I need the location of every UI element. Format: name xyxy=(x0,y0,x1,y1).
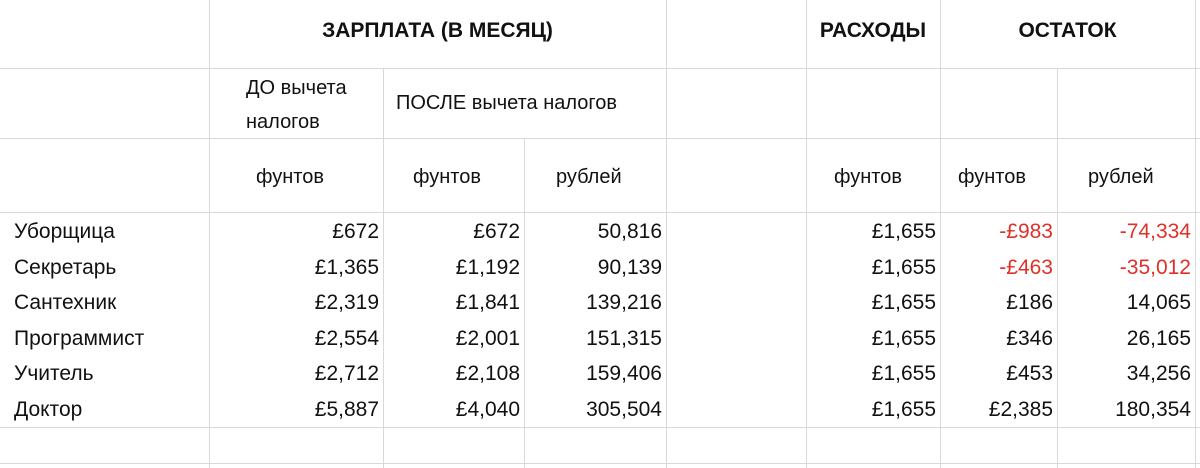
subheader-after-tax: ПОСЛЕ вычета налогов xyxy=(396,92,618,114)
unit-before-pounds: фунтов xyxy=(256,166,324,188)
cell-expenses-gbp: £1,655 xyxy=(871,291,936,315)
row-name: Сантехник xyxy=(14,291,117,315)
cell-expenses-gbp: £1,655 xyxy=(871,398,936,421)
row-name: Программист xyxy=(14,326,145,350)
grid-line xyxy=(1057,68,1058,468)
cell-after-tax-gbp: £2,108 xyxy=(455,362,520,386)
subheader-before-tax-line1: ДО вычета xyxy=(246,77,347,99)
grid-line xyxy=(0,463,1200,464)
cell-remainder-rub: 14,065 xyxy=(1126,291,1191,315)
cell-expenses-gbp: £1,655 xyxy=(871,326,936,350)
cell-remainder-gbp: £186 xyxy=(1006,291,1053,315)
cell-before-tax: £2,712 xyxy=(314,362,379,386)
grid-line xyxy=(1195,0,1196,468)
grid-line xyxy=(524,138,525,468)
grid-line xyxy=(666,0,667,468)
cell-expenses-gbp: £1,655 xyxy=(871,362,936,386)
grid-line xyxy=(0,68,1200,69)
cell-remainder-rub: -74,334 xyxy=(1119,220,1191,243)
grid-line xyxy=(209,0,210,468)
grid-line xyxy=(0,427,1200,428)
row-name: Уборщица xyxy=(14,220,115,243)
cell-after-tax-rub: 159,406 xyxy=(586,362,662,386)
row-name: Учитель xyxy=(14,362,94,386)
cell-remainder-rub: 180,354 xyxy=(1115,398,1191,421)
cell-after-tax-rub: 305,504 xyxy=(586,398,662,421)
header-remainder: ОСТАТОК xyxy=(1018,19,1117,42)
grid-line xyxy=(0,138,1200,139)
cell-remainder-gbp: £2,385 xyxy=(988,398,1053,421)
unit-after-rubles: рублей xyxy=(556,166,622,188)
grid-line xyxy=(0,212,1200,213)
cell-expenses-gbp: £1,655 xyxy=(871,255,936,279)
cell-remainder-gbp: £346 xyxy=(1006,326,1053,350)
cell-before-tax: £672 xyxy=(332,220,379,243)
cell-after-tax-gbp: £1,841 xyxy=(455,291,520,315)
subheader-before-tax-line2: налогов xyxy=(246,111,320,133)
cell-after-tax-rub: 50,816 xyxy=(597,220,662,243)
cell-before-tax: £5,887 xyxy=(314,398,379,421)
cell-after-tax-rub: 139,216 xyxy=(586,291,662,315)
unit-remainder-pounds: фунтов xyxy=(958,166,1026,188)
grid-line xyxy=(940,0,941,468)
cell-remainder-rub: 34,256 xyxy=(1126,362,1191,386)
cell-after-tax-rub: 90,139 xyxy=(597,255,662,279)
unit-remainder-rubles: рублей xyxy=(1088,166,1154,188)
row-name: Секретарь xyxy=(14,255,117,279)
row-name: Доктор xyxy=(14,398,83,421)
grid-line xyxy=(806,0,807,468)
unit-after-pounds: фунтов xyxy=(413,166,481,188)
cell-remainder-gbp: -£463 xyxy=(999,255,1053,279)
cell-after-tax-rub: 151,315 xyxy=(586,326,662,350)
header-salary: ЗАРПЛАТА (В МЕСЯЦ) xyxy=(322,19,553,42)
cell-before-tax: £2,554 xyxy=(314,326,379,350)
cell-remainder-rub: 26,165 xyxy=(1126,326,1191,350)
cell-after-tax-gbp: £1,192 xyxy=(455,255,520,279)
cell-remainder-gbp: -£983 xyxy=(999,220,1053,243)
cell-before-tax: £1,365 xyxy=(314,255,379,279)
header-expenses: РАСХОДЫ xyxy=(819,19,927,42)
cell-after-tax-gbp: £672 xyxy=(473,220,520,243)
cell-after-tax-gbp: £4,040 xyxy=(455,398,520,421)
cell-before-tax: £2,319 xyxy=(314,291,379,315)
grid-line xyxy=(383,68,384,468)
cell-remainder-rub: -35,012 xyxy=(1119,255,1191,279)
cell-after-tax-gbp: £2,001 xyxy=(455,326,520,350)
cell-expenses-gbp: £1,655 xyxy=(871,220,936,243)
unit-expenses-pounds: фунтов xyxy=(834,166,902,188)
cell-remainder-gbp: £453 xyxy=(1006,362,1053,386)
